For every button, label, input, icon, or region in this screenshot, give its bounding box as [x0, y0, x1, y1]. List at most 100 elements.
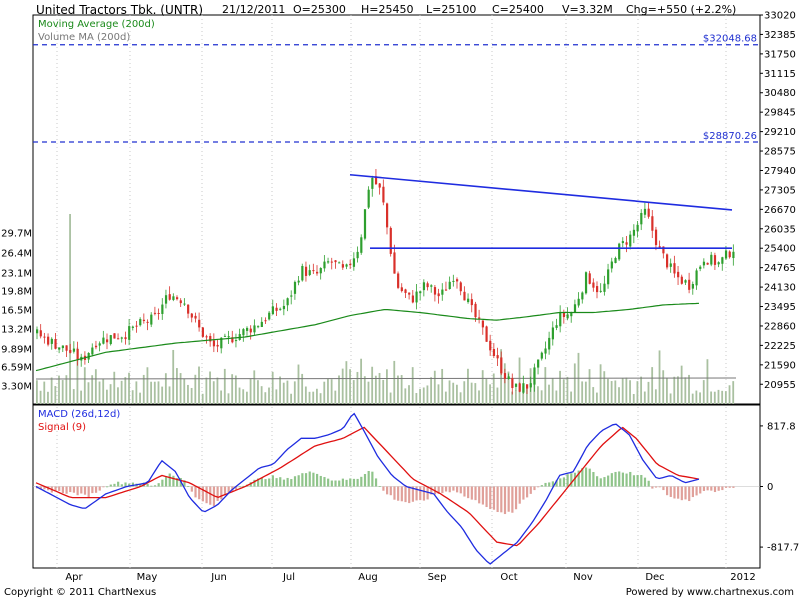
candle-body — [187, 304, 190, 314]
volume-bar — [297, 364, 300, 404]
candle-body — [164, 295, 168, 304]
volume-bar — [374, 375, 377, 404]
macd-histogram-bar — [308, 471, 311, 487]
volume-bar — [500, 349, 503, 404]
volume-bar — [625, 377, 628, 404]
macd-histogram-bar — [625, 473, 628, 487]
volume-bar — [179, 373, 182, 404]
candle-body — [533, 367, 536, 385]
macd-histogram-bar — [360, 476, 363, 487]
candle-body — [470, 299, 473, 306]
candle-body — [183, 303, 186, 305]
candle-body — [386, 203, 389, 228]
candle-body — [50, 338, 53, 344]
macd-histogram-bar — [507, 486, 510, 512]
candle-body — [529, 383, 532, 388]
candle-body — [732, 251, 735, 259]
candle-body — [710, 254, 713, 265]
candle-body — [43, 336, 46, 338]
volume-bar — [632, 393, 635, 404]
price-tick-label: 30480 — [764, 88, 796, 99]
macd-histogram-bar — [503, 486, 507, 515]
volume-bar — [194, 374, 197, 404]
candle-body — [599, 290, 602, 292]
macd-histogram-bar — [481, 486, 484, 505]
macd-histogram-bar — [680, 486, 683, 501]
volume-bar — [559, 370, 561, 404]
price-tick-label: 23495 — [764, 302, 796, 313]
macd-histogram-bar — [559, 478, 562, 487]
candle-body — [551, 327, 554, 340]
candle-body — [334, 260, 337, 263]
macd-histogram-bar — [566, 474, 569, 487]
macd-histogram-bar — [386, 486, 389, 495]
price-tick-label: 21590 — [764, 360, 796, 371]
macd-histogram-bar — [647, 480, 650, 487]
candle-body — [98, 343, 101, 346]
volume-bar — [83, 367, 86, 404]
candle-body — [301, 266, 304, 281]
volume-bar — [680, 365, 683, 404]
candle-body — [408, 292, 411, 295]
candle-body — [293, 281, 297, 294]
macd-histogram-bar — [168, 473, 171, 487]
candle-body — [246, 327, 249, 331]
volume-bar — [710, 391, 713, 404]
volume-bar — [448, 380, 451, 404]
macd-histogram-bar — [286, 477, 289, 487]
macd-histogram-bar — [404, 486, 407, 503]
volume-bar — [128, 372, 130, 404]
macd-histogram-bar — [367, 470, 370, 487]
volume-bar — [334, 390, 337, 404]
macd-histogram-bar — [330, 480, 333, 487]
volume-bar — [72, 389, 75, 404]
macd-histogram-bar — [102, 486, 105, 488]
candle-body — [223, 335, 227, 337]
candle-body — [231, 337, 234, 343]
volume-bar — [153, 381, 156, 404]
macd-histogram-bar — [275, 478, 278, 487]
volume-bar — [304, 386, 307, 404]
macd-histogram-bar — [43, 486, 46, 490]
macd-histogram-bar — [183, 480, 186, 487]
candle-body — [666, 254, 669, 268]
macd-histogram-bar — [334, 480, 337, 487]
volume-bar — [640, 376, 643, 404]
volume-bar — [669, 393, 672, 404]
candle-body — [489, 340, 492, 351]
macd-histogram-bar — [610, 473, 613, 487]
macd-histogram-bar — [393, 486, 396, 500]
candle-body — [39, 330, 42, 337]
volume-bar — [415, 393, 418, 404]
candle-body — [496, 355, 499, 359]
volume-bar — [654, 389, 657, 404]
candle-body — [444, 289, 448, 291]
candle-body — [537, 359, 540, 368]
candle-body — [72, 348, 76, 352]
legend-signal: Signal (9) — [38, 422, 87, 433]
macd-histogram-bar — [260, 477, 263, 487]
macd-histogram-bar — [338, 480, 341, 487]
macd-histogram-bar — [526, 486, 529, 498]
candle-body — [327, 261, 330, 263]
macd-line — [35, 412, 700, 565]
volume-bar — [109, 384, 112, 404]
volume-bar — [223, 368, 226, 404]
volume-bar — [253, 370, 256, 404]
candle-body — [669, 263, 672, 267]
candle-body — [150, 314, 153, 325]
macd-histogram-bar — [607, 475, 610, 487]
volume-bar — [257, 380, 259, 404]
candle-body — [467, 298, 470, 303]
candle-body — [36, 329, 39, 334]
candle-body — [437, 293, 440, 297]
candle-body — [168, 294, 171, 300]
header-date: 21/12/2011 — [222, 3, 286, 16]
volume-bar — [120, 380, 123, 404]
volume-bar — [537, 386, 539, 404]
candle-body — [382, 186, 385, 203]
volume-bar — [91, 375, 94, 404]
macd-histogram-bar — [695, 486, 698, 496]
price-tick-label: 32385 — [764, 30, 796, 41]
price-tick-label: 24130 — [764, 283, 796, 294]
